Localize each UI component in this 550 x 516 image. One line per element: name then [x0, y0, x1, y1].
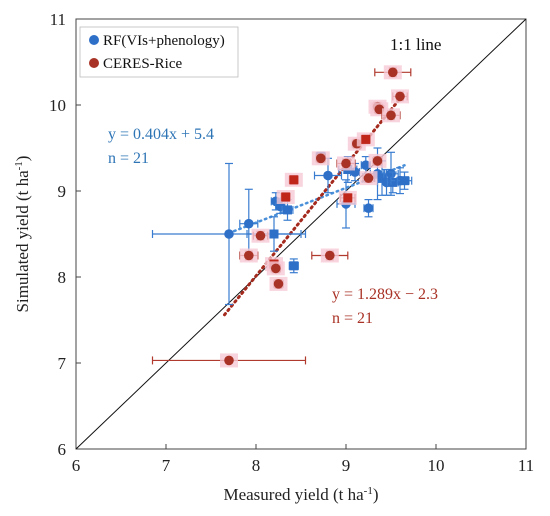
y-axis-title: Simulated yield (t ha-1) [13, 156, 32, 313]
ceres-data-point [284, 172, 303, 187]
rf-data-point [288, 258, 299, 274]
ceres-circle-marker [273, 279, 284, 289]
y-tick-label: 10 [49, 96, 66, 115]
ceres-regression-line [223, 91, 406, 317]
ceres-data-point [311, 248, 349, 263]
ceres-circle-marker [255, 230, 266, 241]
ceres-data-point [359, 171, 378, 186]
legend-box [79, 26, 239, 78]
ceres-data-point [239, 248, 259, 263]
rf-circle-marker [386, 169, 396, 179]
ceres-data-point [356, 132, 375, 147]
rf-square-marker [269, 229, 279, 239]
rf-square-marker [400, 176, 409, 186]
x-axis-title: Measured yield (t ha-1) [223, 485, 378, 504]
rf-data-point [239, 188, 259, 259]
ceres-data-point [266, 261, 285, 276]
ceres-data-point [251, 228, 270, 243]
rf-data-point [383, 151, 399, 196]
rf-circle-marker [244, 218, 254, 229]
ceres-circle-marker [316, 153, 326, 164]
rf-n-label: n = 21 [108, 150, 149, 167]
ceres-circle-marker [395, 91, 405, 102]
ceres-fit-equation: y = 1.289x − 2.3 [332, 286, 438, 303]
rf-square-marker [283, 205, 292, 215]
legend-label-ceres: CERES-Rice [103, 56, 183, 72]
ceres-circle-marker [224, 355, 234, 366]
x-tick-label: 10 [428, 456, 445, 475]
rf-circle-marker [363, 203, 374, 213]
ceres-circle-marker [244, 250, 254, 261]
rf-circle-marker [224, 229, 234, 239]
ceres-square-marker [343, 193, 353, 203]
ceres-circle-marker [325, 250, 335, 261]
ceres-circle-marker [372, 156, 383, 166]
ceres-data-point [336, 156, 356, 171]
legend: RF(VIs+phenology) CERES-Rice [79, 26, 239, 78]
ceres-circle-marker [271, 263, 281, 274]
ceres-data-point [391, 89, 409, 104]
ceres-data-point [311, 151, 330, 166]
y-tick-label: 8 [58, 268, 67, 287]
rf-square-marker [377, 173, 387, 183]
ceres-circle-marker [341, 158, 351, 169]
ceres-data-point [368, 153, 387, 168]
legend-marker-ceres [89, 58, 99, 68]
x-tick-label: 6 [72, 456, 81, 475]
rf-square-marker [388, 177, 398, 187]
ceres-square-marker [281, 192, 291, 202]
ceres-square-marker [289, 175, 299, 185]
y-tick-label: 7 [58, 354, 67, 373]
rf-data-point [396, 171, 413, 190]
plot-frame [75, 18, 527, 450]
ceres-data-point [269, 276, 288, 291]
data-points [151, 65, 413, 368]
regression-lines [223, 91, 406, 317]
ceres-n-label: n = 21 [332, 310, 373, 327]
ceres-circle-marker [363, 173, 374, 183]
x-tick-label: 8 [252, 456, 261, 475]
legend-label-rf: RF(VIs+phenology) [103, 33, 225, 49]
ceres-circle-marker [386, 110, 396, 121]
ceres-data-point [374, 65, 412, 80]
ceres-data-point [381, 108, 401, 123]
rf-data-point [363, 199, 374, 218]
ceres-square-marker [361, 134, 371, 144]
legend-marker-rf [89, 35, 99, 45]
ceres-data-point [338, 190, 357, 205]
y-tick-label: 9 [58, 182, 67, 201]
ceres-data-point [151, 353, 307, 368]
ceres-data-point [276, 190, 295, 205]
rf-circle-marker [323, 170, 333, 181]
y-tick-label: 11 [50, 10, 66, 29]
x-tick-label: 9 [342, 456, 351, 475]
rf-fit-equation: y = 0.404x + 5.4 [108, 126, 214, 143]
x-tick-label: 11 [518, 456, 534, 475]
rf-circle-marker [361, 160, 371, 170]
axis-ticks: 6 7 8 9 10 11 6 7 8 9 10 11 [49, 10, 534, 475]
one-to-one-label: 1:1 line [390, 35, 441, 54]
y-tick-label: 6 [58, 440, 67, 459]
rf-square-marker [289, 261, 299, 271]
ceres-circle-marker [388, 67, 398, 78]
x-tick-label: 7 [162, 456, 171, 475]
